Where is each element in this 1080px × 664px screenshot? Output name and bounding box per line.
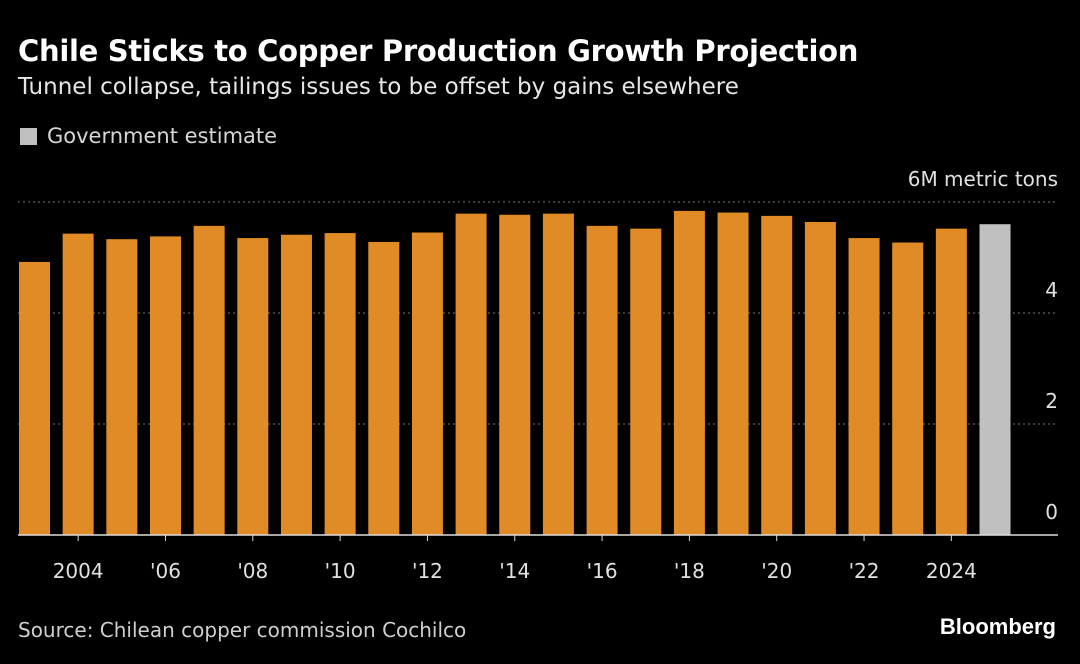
x-tick-label: '10 <box>325 559 356 583</box>
x-tick-label: '22 <box>849 559 880 583</box>
y-tick-label: 2 <box>1045 389 1058 413</box>
bar-2003 <box>19 261 50 535</box>
bar-2005 <box>106 239 138 535</box>
bar-2014 <box>499 214 531 535</box>
source-note: Source: Chilean copper commission Cochil… <box>18 618 467 642</box>
chart-title: Chile Sticks to Copper Production Growth… <box>18 34 859 68</box>
bar-2012 <box>411 232 443 535</box>
bar-2015 <box>542 213 574 535</box>
x-tick-label: '12 <box>412 559 443 583</box>
y-axis-unit-label: 6M metric tons <box>908 167 1058 191</box>
bar-2023 <box>892 242 924 535</box>
bar-2022 <box>848 238 880 535</box>
legend-label-estimate: Government estimate <box>47 124 278 148</box>
y-tick-label: 4 <box>1045 278 1058 302</box>
x-tick-label: '06 <box>150 559 181 583</box>
bar-2018 <box>673 210 705 535</box>
x-tick-label: '14 <box>499 559 530 583</box>
bar-2007 <box>193 225 225 536</box>
bar-2021 <box>804 221 836 536</box>
bar-2009 <box>280 234 312 535</box>
x-tick-label: 2024 <box>926 559 977 583</box>
legend-swatch-estimate <box>20 127 37 145</box>
bar-2024 <box>935 228 967 535</box>
chart-subtitle: Tunnel collapse, tailings issues to be o… <box>18 74 739 100</box>
bar-2006 <box>149 236 181 535</box>
bar-2004 <box>62 233 94 535</box>
bar-2013 <box>455 213 487 535</box>
bar-2019 <box>717 212 749 536</box>
bar-2017 <box>630 228 662 535</box>
x-tick-label: '08 <box>237 559 268 583</box>
bar-2008 <box>237 238 269 535</box>
legend: Government estimate <box>20 124 277 148</box>
bar-2011 <box>368 241 400 535</box>
bar-2010 <box>324 233 356 535</box>
x-tick-label: '16 <box>587 559 618 583</box>
bar-2020 <box>761 215 793 535</box>
x-tick-label: 2004 <box>53 559 104 583</box>
y-tick-label: 0 <box>1045 500 1058 524</box>
x-tick-label: '18 <box>674 559 705 583</box>
bloomberg-logo: Bloomberg <box>939 614 1056 639</box>
bar-2016 <box>586 225 618 536</box>
x-tick-label: '20 <box>761 559 792 583</box>
bar-2025 <box>979 224 1011 535</box>
